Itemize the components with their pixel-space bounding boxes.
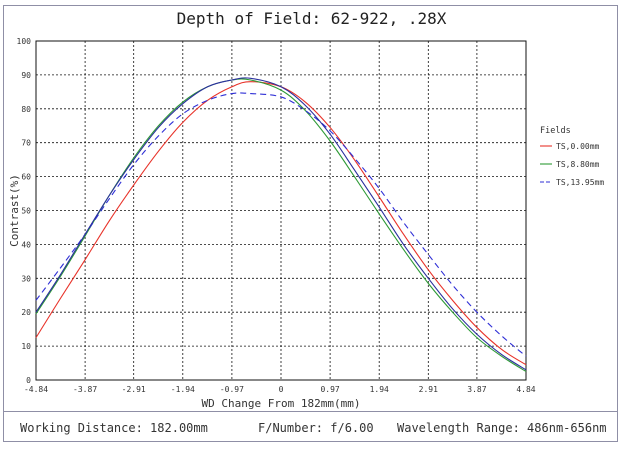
legend-title: Fields — [540, 126, 571, 136]
wavelength-range-text: Wavelength Range: 486nm-656nm — [397, 421, 607, 435]
legend-label: TS,13.95mm — [556, 178, 604, 187]
y-tick-label: 10 — [21, 342, 31, 351]
f-number-text: F/Number: f/6.00 — [258, 421, 374, 435]
x-axis-label: WD Change From 182mm(mm) — [202, 397, 361, 410]
legend-label: TS,0.00mm — [556, 142, 600, 151]
x-tick-label: 3.87 — [467, 385, 486, 394]
y-tick-label: 50 — [21, 207, 31, 216]
y-tick-label: 20 — [21, 308, 31, 317]
x-tick-label: -4.84 — [24, 385, 48, 394]
y-axis-label: Contrast(%) — [8, 174, 21, 247]
chart-frame — [3, 5, 618, 442]
chart-title: Depth of Field: 62-922, .28X — [176, 9, 447, 28]
y-tick-label: 40 — [21, 240, 31, 249]
y-tick-label: 0 — [26, 376, 31, 385]
x-tick-label: -2.91 — [122, 385, 146, 394]
y-tick-label: 100 — [17, 37, 32, 46]
series-line-4 — [35, 77, 527, 371]
x-tick-label: -0.97 — [220, 385, 244, 394]
y-tick-label: 80 — [21, 105, 31, 114]
y-tick-label: 30 — [21, 274, 31, 283]
y-tick-label: 90 — [21, 71, 31, 80]
x-tick-label: 0.97 — [320, 385, 339, 394]
footer-separator — [3, 411, 618, 412]
x-tick-label: 2.91 — [419, 385, 438, 394]
x-tick-label: -3.87 — [73, 385, 97, 394]
working-distance-text: Working Distance: 182.00mm — [20, 421, 208, 435]
x-tick-label: -1.94 — [171, 385, 195, 394]
y-tick-label: 60 — [21, 173, 31, 182]
series-line-3 — [35, 92, 527, 357]
x-tick-label: 4.84 — [516, 385, 535, 394]
x-tick-label: 0 — [279, 385, 284, 394]
y-tick-label: 70 — [21, 139, 31, 148]
x-tick-label: 1.94 — [370, 385, 389, 394]
legend-label: TS,8.80mm — [556, 160, 600, 169]
